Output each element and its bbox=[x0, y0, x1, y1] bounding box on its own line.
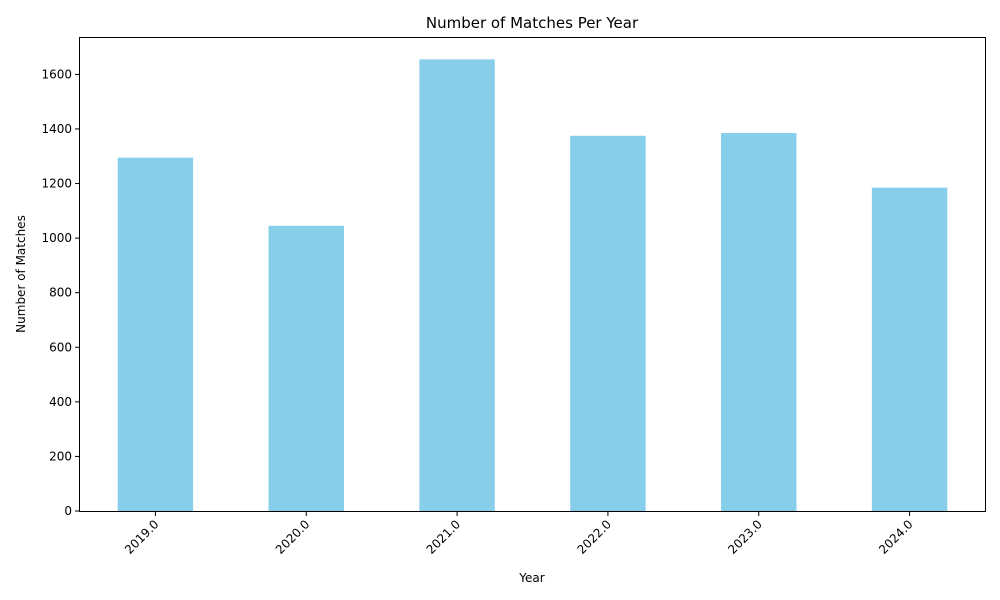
x-tick-label: 2024.0 bbox=[876, 517, 916, 557]
y-tick-label: 600 bbox=[49, 340, 72, 354]
y-tick-label: 1600 bbox=[41, 67, 72, 81]
x-tick-label: 2022.0 bbox=[574, 517, 614, 557]
bar-2024.0 bbox=[871, 187, 948, 511]
x-axis-label: Year bbox=[518, 571, 544, 585]
bar-2023.0 bbox=[721, 133, 797, 511]
y-tick-label: 0 bbox=[64, 504, 72, 518]
bar-2020.0 bbox=[268, 225, 344, 511]
x-axis: 2019.0 2020.0 2021.0 2022.0 2023.0 2024.0 bbox=[122, 511, 916, 557]
x-tick-label: 2021.0 bbox=[424, 517, 464, 557]
y-tick-label: 200 bbox=[49, 449, 72, 463]
y-tick-label: 1000 bbox=[41, 231, 72, 245]
chart-title: Number of Matches Per Year bbox=[426, 14, 639, 32]
y-axis: 0 200 400 600 800 1000 1200 1400 1600 bbox=[41, 67, 80, 518]
y-tick-label: 1400 bbox=[41, 122, 72, 136]
plot-frame bbox=[79, 37, 986, 512]
bar-2019.0 bbox=[117, 157, 194, 511]
y-tick-label: 800 bbox=[49, 286, 72, 300]
y-tick-label: 400 bbox=[49, 395, 72, 409]
y-axis-label: Number of Matches bbox=[14, 215, 28, 333]
bar-2022.0 bbox=[570, 135, 646, 511]
bar-2021.0 bbox=[419, 59, 495, 511]
x-tick-label: 2019.0 bbox=[122, 517, 162, 557]
bars-group bbox=[117, 59, 948, 511]
x-tick-label: 2023.0 bbox=[725, 517, 765, 557]
x-tick-label: 2020.0 bbox=[273, 517, 313, 557]
y-tick-label: 1200 bbox=[41, 177, 72, 191]
